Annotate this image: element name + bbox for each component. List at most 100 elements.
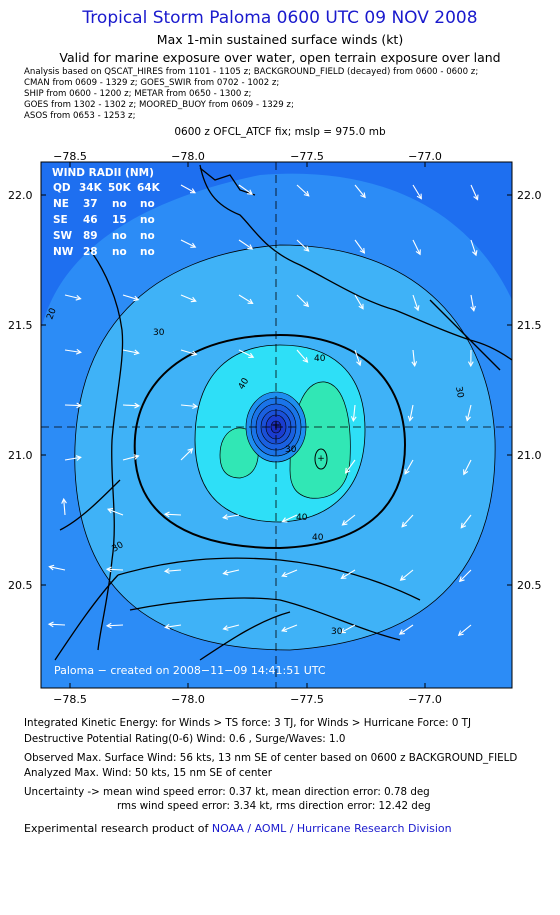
wind-arrow-head xyxy=(190,296,197,303)
wind-arrow-head xyxy=(358,303,364,310)
wind-arrow xyxy=(354,349,361,366)
wind-arrow xyxy=(354,184,366,198)
wind-arrow xyxy=(399,624,414,635)
contour-label: 40 xyxy=(314,354,326,364)
dpr-line: Destructive Potential Rating(0-6) Wind: … xyxy=(24,733,346,745)
wind-arrow-head xyxy=(189,188,196,194)
wind-arrow-head xyxy=(407,415,414,422)
wind-arrow-head xyxy=(414,305,420,312)
wind-radii-cell: 15 xyxy=(112,214,127,226)
wind-arrow-head xyxy=(340,573,347,579)
wind-arrow xyxy=(470,239,477,256)
wind-arrow-head xyxy=(61,497,67,504)
wind-radii-cell: SW xyxy=(53,230,73,242)
wind-radii-cell: 28 xyxy=(83,246,98,258)
wind-arrow xyxy=(412,239,421,255)
wind-arrow xyxy=(296,239,309,252)
wind-arrow-head xyxy=(163,511,170,518)
wind-radii-title: WIND RADII (NM) xyxy=(52,167,154,179)
wind-arrow xyxy=(342,514,356,526)
wind-arrow xyxy=(412,294,419,311)
wind-arrow-head xyxy=(222,625,229,631)
contour-label: 40 xyxy=(296,513,308,523)
wind-arrow-head xyxy=(281,626,288,633)
lon-tick-label: −77.0 xyxy=(408,693,442,706)
wind-arrow-head xyxy=(415,249,421,256)
wind-arrow-head xyxy=(463,469,469,476)
wind-arrow xyxy=(122,294,139,301)
wind-radii-cell: 37 xyxy=(83,198,98,210)
analysis-line: Analysis based on QSCAT_HIRES from 1101 … xyxy=(24,67,479,77)
wind-arrow xyxy=(412,349,416,366)
wind-arrow xyxy=(340,624,356,634)
wind-radii-cell: NE xyxy=(53,198,69,210)
lon-tick-label: −78.0 xyxy=(171,150,205,163)
contour-label: 20 xyxy=(45,307,58,321)
wind-arrow xyxy=(470,294,475,311)
wind-arrow-head xyxy=(133,295,140,302)
wind-arrow xyxy=(404,459,414,475)
wind-arrow xyxy=(281,624,298,632)
wind-arrow-head xyxy=(247,189,254,195)
wind-radii-cell: no xyxy=(112,246,127,258)
wind-arrow xyxy=(238,294,253,304)
wind-arrow-head xyxy=(344,467,351,474)
lon-tick-label: −78.5 xyxy=(53,693,87,706)
wind-arrow xyxy=(282,514,298,523)
analysis-line: SHIP from 0600 - 1200 z; METAR from 0650… xyxy=(24,89,252,99)
wind-arrow xyxy=(165,624,182,628)
wind-arrow-head xyxy=(404,468,410,475)
wind-arrow-head xyxy=(222,514,229,520)
subtitle-winds: Max 1-min sustained surface winds (kt) xyxy=(156,32,404,47)
wind-arrow-head xyxy=(472,250,478,257)
wind-arrow-head xyxy=(303,246,310,252)
wind-arrow-head xyxy=(302,357,309,363)
contour-label: 30 xyxy=(153,328,165,338)
lat-tick-label: 21.5 xyxy=(8,319,33,332)
wind-radii-cell: NW xyxy=(53,246,74,258)
analysis-line: GOES from 1302 - 1302 z; MOORED_BUOY fro… xyxy=(24,100,294,110)
wind-radii-cell: no xyxy=(140,230,155,242)
uncertainty-line-1: Uncertainty -> mean wind speed error: 0.… xyxy=(24,786,430,798)
wind-arrow xyxy=(180,349,197,356)
wind-arrow-head xyxy=(222,569,229,576)
wind-radii-cell: no xyxy=(112,230,127,242)
lon-tick-label: −77.5 xyxy=(290,693,324,706)
lon-tick-label: −78.5 xyxy=(53,150,87,163)
fix-line: 0600 z OFCL_ATCF fix; mslp = 975.0 mb xyxy=(174,126,386,138)
wind-arrow xyxy=(107,508,124,516)
wind-arrow xyxy=(412,184,422,199)
wind-arrow xyxy=(460,514,472,529)
wind-arrow-head xyxy=(75,294,82,301)
wind-arrow xyxy=(401,514,414,528)
wind-radii-header: 50K xyxy=(108,182,132,194)
ike-line: Integrated Kinetic Energy: for Winds > T… xyxy=(24,717,471,729)
wind-radii-cell: no xyxy=(140,214,155,226)
wind-arrow-head xyxy=(75,348,82,355)
lat-tick-label: 22.0 xyxy=(517,189,542,202)
tropical-storm-force-contour xyxy=(133,333,407,550)
subtitle-validity: Valid for marine exposure over water, op… xyxy=(59,50,501,65)
wind-arrow-head xyxy=(47,621,54,628)
wind-arrow xyxy=(63,499,66,516)
wind-arrow-head xyxy=(303,190,310,197)
wind-arrow xyxy=(354,239,365,254)
lon-ticks-bottom: −78.5 −78.0 −77.5 −77.0 xyxy=(53,693,442,706)
wind-arrow-head xyxy=(134,402,141,409)
contour-label: 30 xyxy=(453,386,465,399)
lon-tick-label: −78.0 xyxy=(171,693,205,706)
wind-max-contour xyxy=(314,448,328,470)
wind-arrow xyxy=(296,294,309,307)
wind-arrow xyxy=(459,569,472,582)
wind-arrow-head xyxy=(281,517,288,523)
wind-arrow-head xyxy=(303,301,310,308)
wind-arrow-head xyxy=(133,349,140,356)
wind-arrow xyxy=(466,404,472,421)
wind-radii-header: 64K xyxy=(137,182,161,194)
wind-max-marker: + xyxy=(317,454,325,464)
axis-ticks xyxy=(41,162,512,688)
observed-max-line: Observed Max. Surface Wind: 56 kts, 13 n… xyxy=(24,752,518,764)
wind-arrow-head xyxy=(411,361,418,368)
wind-arrow-head xyxy=(360,192,366,199)
hrd-link[interactable]: NOAA / AOML / Hurricane Research Divisio… xyxy=(211,822,452,835)
